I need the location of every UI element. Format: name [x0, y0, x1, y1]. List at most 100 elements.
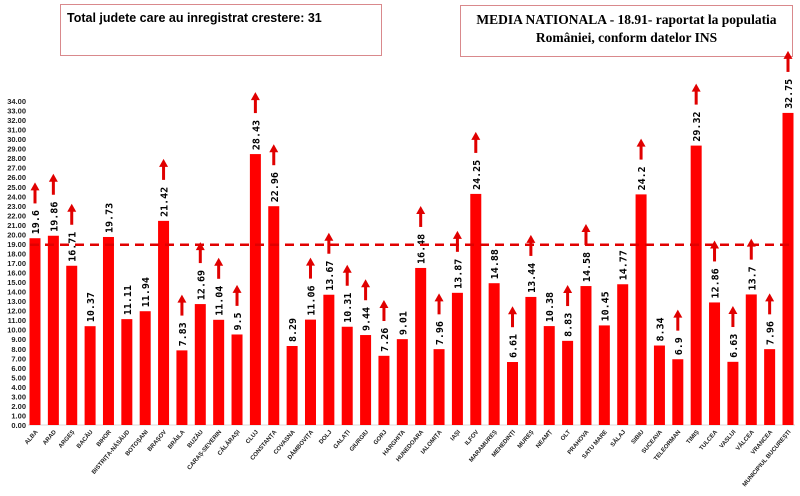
y-tick-label: 25.00 — [7, 183, 26, 192]
y-tick-label: 1.00 — [11, 411, 26, 420]
increase-arrow-icon — [673, 309, 683, 331]
bar — [672, 359, 684, 425]
y-tick-label: 34.00 — [7, 97, 26, 106]
category-label: VASLUI — [719, 429, 738, 450]
data-label: 9.01 — [398, 311, 409, 335]
y-tick-label: 12.00 — [7, 307, 26, 316]
data-label: 11.94 — [141, 277, 152, 307]
y-tick-label: 6.00 — [11, 364, 26, 373]
bar — [323, 294, 335, 425]
bar — [745, 294, 757, 425]
bar — [617, 284, 629, 425]
bar — [249, 154, 261, 425]
y-tick-label: 21.00 — [7, 221, 26, 230]
data-label: 7.83 — [178, 322, 189, 346]
data-label: 10.45 — [600, 291, 611, 321]
category-label: IAȘI — [450, 429, 462, 442]
bar — [451, 292, 463, 425]
increase-arrow-icon — [636, 138, 646, 160]
increase-arrow-icon — [691, 83, 701, 105]
y-tick-label: 4.00 — [11, 383, 26, 392]
category-label: NEAMȚ — [535, 429, 554, 449]
bar — [231, 334, 243, 425]
y-tick-label: 26.00 — [7, 173, 26, 182]
category-label: BACĂU — [75, 429, 94, 450]
y-tick-label: 8.00 — [11, 345, 26, 354]
y-tick-label: 20.00 — [7, 230, 26, 239]
data-label: 13.67 — [325, 261, 336, 291]
bar — [360, 335, 372, 425]
data-label: 28.43 — [251, 120, 262, 150]
bar — [727, 361, 739, 425]
bar — [194, 304, 206, 425]
increase-arrow-icon — [746, 238, 756, 260]
bar — [782, 112, 794, 425]
data-label: 11.06 — [306, 285, 317, 315]
y-tick-label: 11.00 — [8, 316, 26, 325]
category-label: GALAȚI — [333, 429, 352, 450]
data-label: 14.77 — [619, 250, 630, 280]
y-tick-label: 13.00 — [7, 297, 26, 306]
category-label: GORJ — [373, 429, 389, 446]
increase-arrow-icon — [416, 205, 426, 227]
y-tick-label: 16.00 — [7, 269, 26, 278]
total-increase-box: Total judete care au inregistrat crester… — [60, 4, 382, 56]
bar — [102, 236, 114, 425]
increase-arrow-icon — [563, 285, 573, 307]
data-label: 14.58 — [582, 252, 593, 282]
bar — [213, 319, 225, 425]
category-label: BRĂILA — [167, 428, 187, 450]
data-label: 8.34 — [655, 317, 666, 341]
data-label: 13.44 — [527, 263, 538, 293]
category-label: ARAD — [42, 429, 58, 447]
data-label: 16.71 — [68, 232, 79, 262]
category-label: OLT — [560, 429, 572, 442]
data-label: 9.44 — [362, 307, 373, 331]
increase-arrow-icon — [48, 173, 58, 195]
data-label: 19.86 — [49, 202, 60, 232]
data-label: 10.31 — [343, 293, 354, 323]
category-label: SIBIU — [631, 429, 646, 445]
bar — [396, 339, 408, 425]
data-label: 19.6 — [31, 210, 42, 234]
increase-arrow-icon — [195, 242, 205, 264]
category-label: BUZĂU — [186, 429, 205, 450]
y-tick-label: 17.00 — [7, 259, 26, 268]
bar — [653, 345, 665, 425]
increase-arrow-icon — [434, 293, 444, 315]
y-tick-label: 5.00 — [11, 373, 26, 382]
data-label: 24.25 — [472, 160, 483, 190]
bar — [764, 349, 776, 425]
data-label: 21.42 — [160, 187, 171, 217]
data-label: 12.69 — [196, 270, 207, 300]
y-tick-label: 15.00 — [7, 278, 26, 287]
bar — [286, 346, 298, 425]
increase-arrow-icon — [379, 300, 389, 322]
category-label: ALBA — [24, 429, 40, 446]
category-label: BIHOR — [96, 429, 113, 448]
increase-arrow-icon — [250, 92, 260, 114]
bar — [378, 355, 390, 425]
bar — [507, 362, 519, 425]
y-tick-label: 9.00 — [11, 335, 26, 344]
y-tick-label: 24.00 — [7, 192, 26, 201]
data-label: 10.37 — [86, 292, 97, 322]
bar — [158, 220, 170, 425]
bar — [488, 283, 500, 425]
national-average-line2: României, conform datelor INS — [535, 30, 718, 45]
increase-arrow-icon — [177, 294, 187, 316]
bar — [433, 349, 445, 425]
increase-arrow-icon — [783, 50, 793, 72]
data-label: 6.61 — [509, 334, 520, 358]
bar — [84, 326, 96, 425]
data-label: 13.7 — [747, 266, 758, 290]
bar — [598, 325, 610, 425]
data-label: 19.73 — [104, 203, 115, 233]
data-label: 13.87 — [453, 259, 464, 289]
y-tick-label: 32.00 — [7, 116, 26, 125]
bar — [341, 326, 353, 425]
increase-arrow-icon — [67, 203, 77, 225]
national-average-line1: MEDIA NATIONALA - 18.91- raportat la pop… — [476, 12, 777, 27]
bar — [268, 206, 280, 425]
total-increase-label: Total judete care au inregistrat crester… — [67, 11, 322, 25]
